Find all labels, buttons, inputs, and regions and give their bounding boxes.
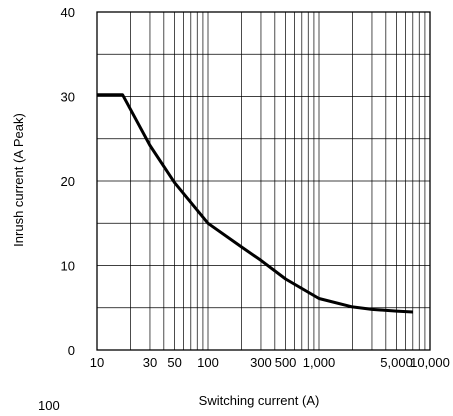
grid (97, 12, 430, 350)
x-tick-label: 10,000 (410, 355, 450, 370)
y-tick-label: 30 (61, 90, 75, 105)
plot-frame (96, 11, 431, 351)
x-tick-label: 300 (250, 355, 272, 370)
stray-label: 100 (38, 398, 60, 413)
y-axis-label: Inrush current (A Peak) (11, 113, 26, 247)
x-tick-label: 50 (167, 355, 181, 370)
x-tick-label: 10 (90, 355, 104, 370)
y-tick-label: 40 (61, 5, 75, 20)
x-axis-label: Switching current (A) (199, 393, 320, 408)
series-layer (97, 93, 413, 314)
x-tick-label: 100 (197, 355, 219, 370)
x-tick-label: 5,000 (380, 355, 413, 370)
y-tick-label: 0 (68, 343, 75, 358)
y-tick-label: 10 (61, 259, 75, 274)
y-tick-labels: 0 10 20 30 40 (61, 5, 75, 358)
x-tick-label: 30 (143, 355, 157, 370)
y-tick-label: 20 (61, 174, 75, 189)
series-line (97, 93, 413, 314)
x-tick-label: 1,000 (303, 355, 336, 370)
x-tick-label: 500 (275, 355, 297, 370)
